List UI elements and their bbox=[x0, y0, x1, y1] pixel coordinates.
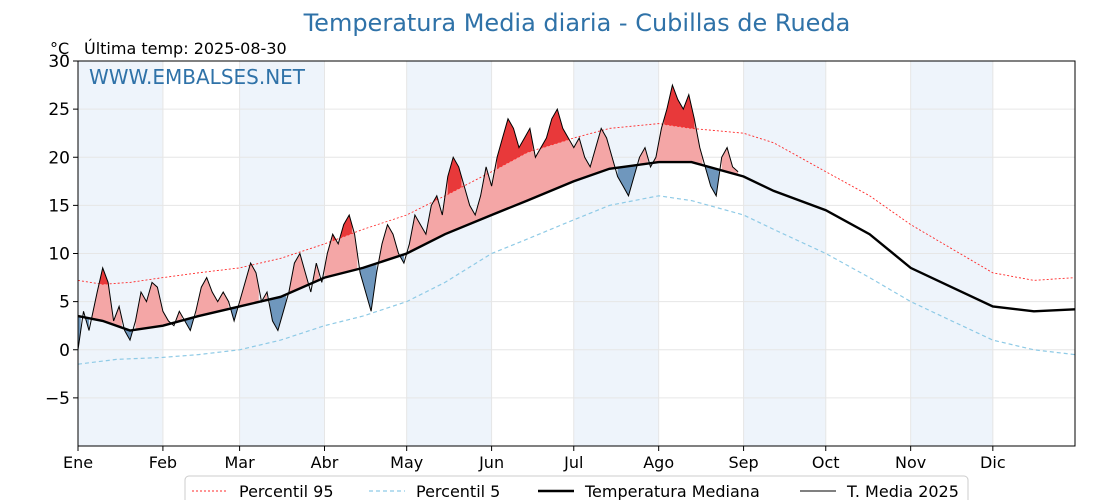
series-lines bbox=[77, 83, 1076, 365]
x-tick-label: Sep bbox=[729, 453, 759, 472]
x-tick-label: Mar bbox=[225, 453, 256, 472]
above-p95-fill bbox=[664, 85, 695, 129]
x-tick-label: Ene bbox=[63, 453, 93, 472]
series-line-percentil-95 bbox=[77, 123, 1076, 285]
above-median-fill bbox=[91, 267, 122, 328]
series-line-percentil-5 bbox=[77, 195, 1076, 365]
y-tick-label: 5 bbox=[59, 293, 70, 313]
above-median-fill bbox=[288, 253, 309, 294]
x-tick-label: Jul bbox=[563, 453, 583, 472]
y-tick-label: 30 bbox=[48, 52, 70, 72]
above-p95-fill bbox=[540, 109, 569, 149]
legend-label: Percentil 5 bbox=[416, 482, 500, 500]
legend: Percentil 95 Percentil 5 Temperatura Media… bbox=[184, 475, 969, 500]
deviation-fills bbox=[78, 85, 739, 350]
legend-label: Temperatura Mediana bbox=[584, 482, 760, 500]
legend-label: T. Media 2025 bbox=[846, 482, 959, 500]
above-p95-fill bbox=[340, 215, 352, 238]
above-median-fill bbox=[239, 263, 259, 307]
above-median-fill bbox=[379, 224, 399, 263]
x-tick-label: Nov bbox=[895, 453, 926, 472]
legend-box bbox=[184, 475, 969, 500]
y-tick-label: 25 bbox=[48, 100, 70, 120]
below-median-fill bbox=[269, 294, 287, 331]
below-median-fill bbox=[231, 307, 237, 321]
unit-label: °C bbox=[50, 39, 69, 58]
y-tick-label: 20 bbox=[48, 148, 70, 168]
x-tick-label: May bbox=[390, 453, 423, 472]
below-median-fill bbox=[617, 165, 637, 196]
x-tick-label: Oct bbox=[812, 453, 840, 472]
y-tick-label: 10 bbox=[48, 245, 70, 265]
above-median-fill bbox=[409, 109, 615, 253]
y-tick-label: 15 bbox=[48, 196, 70, 216]
chart-title: Temperatura Media diaria - Cubillas de R… bbox=[303, 9, 851, 37]
below-median-fill bbox=[78, 316, 81, 350]
series-line-temperatura-mediana bbox=[77, 160, 1076, 332]
x-tick-label: Abr bbox=[311, 453, 339, 472]
legend-label: Percentil 95 bbox=[239, 482, 334, 500]
above-p95-fill bbox=[497, 118, 533, 169]
above-median-fill bbox=[135, 282, 172, 330]
y-tick-label: 0 bbox=[59, 341, 70, 361]
series-line-t-media-2025 bbox=[77, 83, 739, 350]
above-median-fill bbox=[195, 277, 229, 317]
last-temp-label: Última temp: 2025-08-30 bbox=[84, 39, 287, 58]
y-axis-ticks: −5 0 5 10 15 20 25 30 bbox=[45, 52, 78, 409]
above-median-fill bbox=[639, 147, 648, 165]
x-tick-label: Ago bbox=[643, 453, 674, 472]
x-tick-label: Jun bbox=[478, 453, 504, 472]
watermark-text: WWW.EMBALSES.NET bbox=[89, 65, 306, 89]
x-tick-label: Dic bbox=[980, 453, 1006, 472]
x-axis-ticks: Ene Feb Mar Abr May Jun Jul Ago Sep Oct Nov Dic bbox=[63, 446, 1006, 472]
x-tick-label: Feb bbox=[149, 453, 177, 472]
below-median-fill bbox=[705, 165, 719, 196]
y-tick-label: −5 bbox=[45, 389, 70, 409]
